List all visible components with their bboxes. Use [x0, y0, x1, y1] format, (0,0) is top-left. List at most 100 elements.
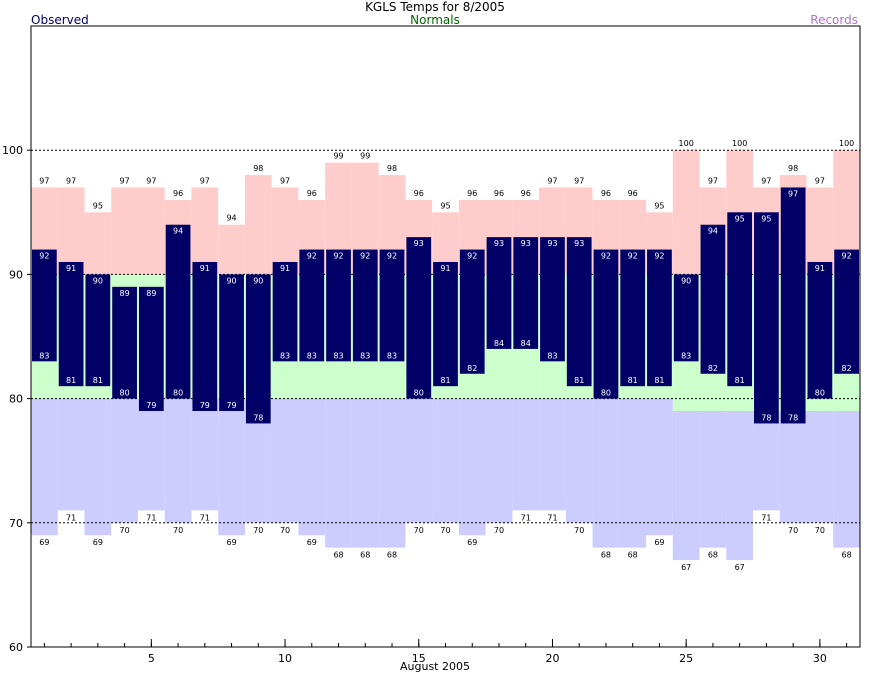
record-low-band [325, 398, 352, 548]
record-high-label: 97 [708, 176, 718, 185]
y-tick-label: 60 [9, 641, 23, 654]
observed-low-label: 83 [307, 351, 317, 360]
record-high-band [137, 187, 165, 275]
observed-low-label: 83 [387, 351, 397, 360]
record-low-label: 71 [200, 513, 210, 522]
observed-high-label: 91 [280, 264, 290, 273]
record-low-band [378, 398, 406, 548]
x-tick-label: 5 [148, 652, 155, 665]
record-low-label: 68 [628, 551, 638, 560]
record-low-label: 71 [521, 513, 531, 522]
observed-low-label: 78 [253, 413, 263, 422]
record-low-label: 70 [280, 526, 290, 535]
record-low-band [164, 398, 192, 523]
record-low-label: 70 [120, 526, 130, 535]
record-low-band [351, 398, 379, 548]
x-tick-label: 15 [412, 652, 426, 665]
record-low-label: 68 [333, 551, 343, 560]
observed-high-label: 92 [307, 252, 317, 261]
observed-bar [58, 261, 84, 387]
observed-high-label: 92 [842, 252, 852, 261]
record-low-label: 69 [654, 538, 664, 547]
record-low-band [806, 411, 834, 523]
observed-bar [566, 237, 592, 387]
record-high-label: 97 [120, 176, 130, 185]
record-low-band [726, 411, 754, 561]
record-high-label: 100 [732, 139, 747, 148]
observed-low-label: 79 [200, 401, 210, 410]
observed-bar [406, 237, 432, 399]
observed-high-label: 95 [735, 214, 745, 223]
record-low-label: 68 [601, 551, 611, 560]
record-high-label: 97 [761, 176, 771, 185]
observed-high-label: 94 [708, 227, 718, 236]
record-high-label: 97 [39, 176, 49, 185]
record-high-label: 100 [679, 139, 694, 148]
observed-low-label: 81 [66, 376, 76, 385]
x-tick-label: 30 [813, 652, 827, 665]
record-high-label: 99 [360, 152, 370, 161]
observed-high-label: 91 [440, 264, 450, 273]
observed-high-label: 90 [93, 276, 103, 285]
record-low-label: 70 [788, 526, 798, 535]
observed-bar [593, 249, 619, 399]
observed-low-label: 83 [333, 351, 343, 360]
observed-high-label: 92 [387, 252, 397, 261]
record-high-band [111, 187, 138, 275]
record-high-label: 97 [815, 176, 825, 185]
record-high-label: 97 [66, 176, 76, 185]
observed-bar [352, 249, 378, 362]
observed-bar [112, 286, 137, 399]
observed-bar [219, 274, 244, 412]
observed-bar [513, 237, 539, 349]
record-low-label: 70 [574, 526, 584, 535]
record-low-band [57, 398, 85, 511]
record-high-label: 99 [333, 152, 343, 161]
observed-bar [459, 249, 485, 374]
record-high-label: 97 [200, 176, 210, 185]
observed-low-label: 80 [815, 389, 825, 398]
legend-records: Records [810, 13, 858, 27]
record-high-band [244, 175, 272, 275]
record-high-label: 98 [253, 164, 263, 173]
record-high-band [271, 187, 299, 275]
observed-low-label: 79 [226, 401, 236, 410]
record-low-band [592, 398, 620, 548]
observed-bar [326, 249, 351, 362]
record-low-band [619, 398, 647, 548]
y-tick-label: 70 [9, 517, 23, 530]
observed-high-label: 90 [253, 276, 263, 285]
observed-low-label: 82 [708, 364, 718, 373]
legend-observed: Observed [31, 13, 89, 27]
record-low-label: 69 [226, 538, 236, 547]
record-low-band [699, 411, 727, 548]
observed-high-label: 89 [120, 289, 130, 298]
record-low-band [111, 398, 138, 523]
observed-low-label: 83 [280, 351, 290, 360]
observed-high-label: 91 [200, 264, 210, 273]
record-low-band [672, 411, 700, 561]
record-high-label: 97 [574, 176, 584, 185]
record-high-label: 96 [173, 189, 183, 198]
record-low-band [31, 398, 58, 536]
record-low-label: 69 [307, 538, 317, 547]
observed-high-label: 95 [761, 214, 771, 223]
record-low-label: 68 [360, 551, 370, 560]
legend-normals: Normals [410, 13, 460, 27]
observed-bar [272, 261, 298, 362]
observed-low-label: 80 [173, 389, 183, 398]
observed-bar [165, 224, 191, 399]
observed-high-label: 92 [39, 252, 49, 261]
observed-high-label: 93 [521, 239, 531, 248]
observed-bar [647, 249, 672, 387]
record-low-band [298, 398, 326, 536]
observed-bar [192, 261, 218, 412]
observed-high-label: 92 [601, 252, 611, 261]
record-high-band [218, 224, 245, 275]
observed-low-label: 83 [681, 351, 691, 360]
x-tick-label: 25 [679, 652, 693, 665]
record-low-label: 69 [93, 538, 103, 547]
record-low-band [432, 398, 459, 523]
observed-low-label: 78 [761, 413, 771, 422]
